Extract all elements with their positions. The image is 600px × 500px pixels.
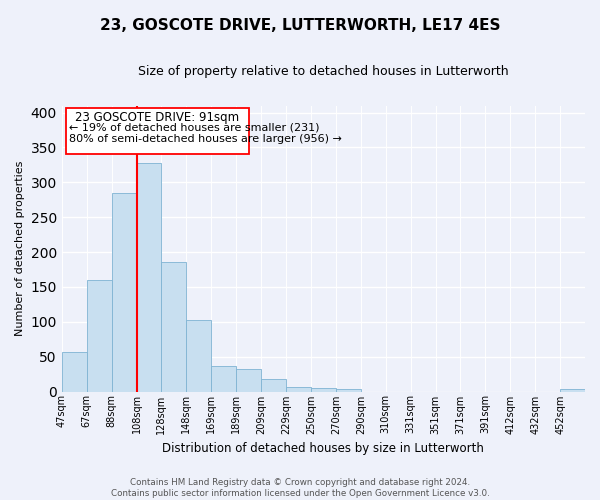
Bar xyxy=(236,369,261,392)
Text: 23 GOSCOTE DRIVE: 91sqm: 23 GOSCOTE DRIVE: 91sqm xyxy=(75,111,239,124)
Y-axis label: Number of detached properties: Number of detached properties xyxy=(15,161,25,336)
Bar xyxy=(112,194,137,392)
Bar xyxy=(311,388,336,392)
Bar xyxy=(161,262,187,392)
Bar xyxy=(87,280,112,392)
Bar xyxy=(211,366,236,392)
Text: Contains HM Land Registry data © Crown copyright and database right 2024.
Contai: Contains HM Land Registry data © Crown c… xyxy=(110,478,490,498)
Bar xyxy=(336,388,361,392)
FancyBboxPatch shape xyxy=(65,108,248,154)
Bar xyxy=(560,390,585,392)
X-axis label: Distribution of detached houses by size in Lutterworth: Distribution of detached houses by size … xyxy=(163,442,484,455)
Bar xyxy=(62,352,87,392)
Bar xyxy=(187,320,211,392)
Bar xyxy=(261,379,286,392)
Text: ← 19% of detached houses are smaller (231): ← 19% of detached houses are smaller (23… xyxy=(69,123,320,133)
Text: 80% of semi-detached houses are larger (956) →: 80% of semi-detached houses are larger (… xyxy=(69,134,342,144)
Bar xyxy=(137,162,161,392)
Bar xyxy=(286,388,311,392)
Text: 23, GOSCOTE DRIVE, LUTTERWORTH, LE17 4ES: 23, GOSCOTE DRIVE, LUTTERWORTH, LE17 4ES xyxy=(100,18,500,32)
Title: Size of property relative to detached houses in Lutterworth: Size of property relative to detached ho… xyxy=(138,65,509,78)
